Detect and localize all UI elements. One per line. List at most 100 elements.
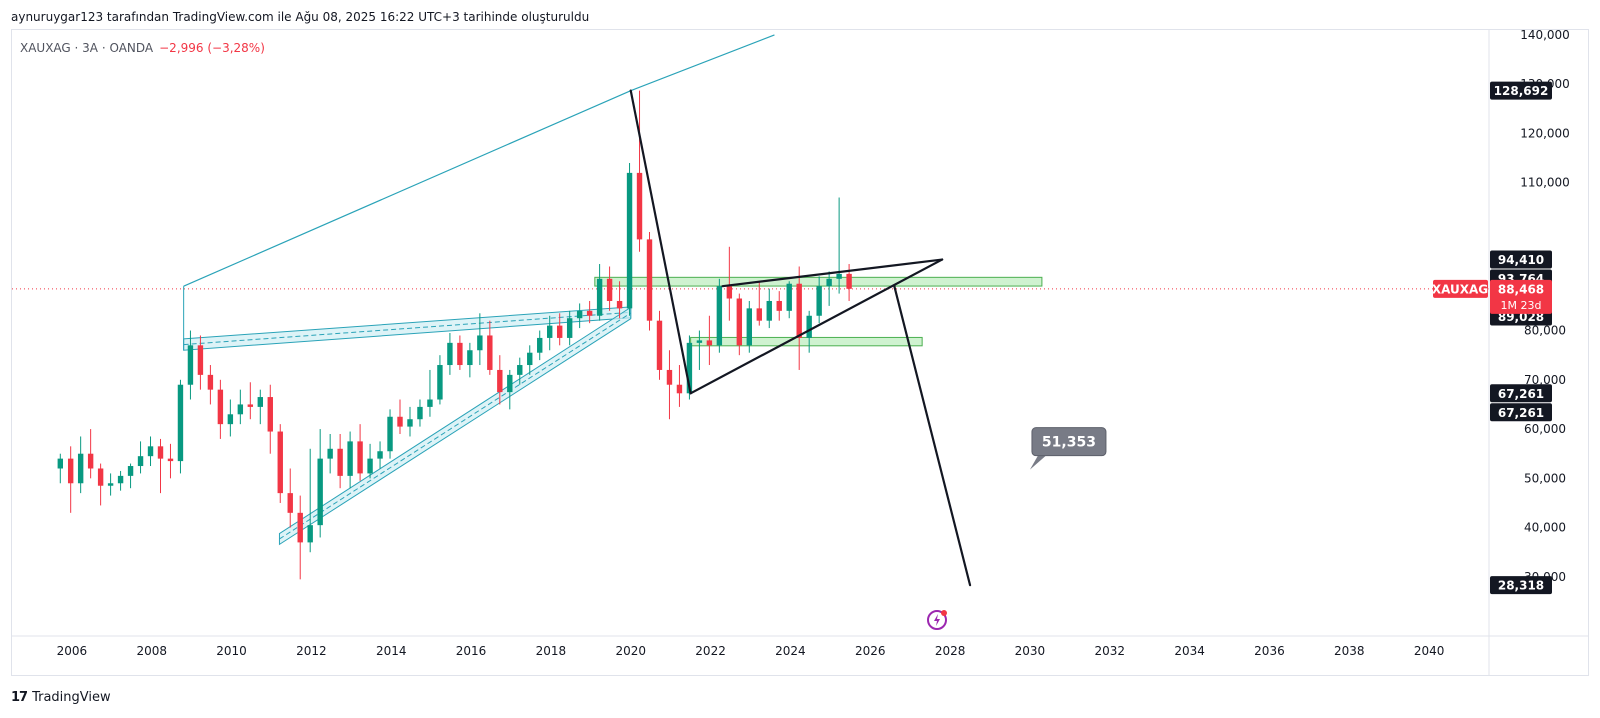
- candle[interactable]: [107, 473, 114, 496]
- candle[interactable]: [147, 436, 154, 467]
- candle[interactable]: [606, 266, 613, 311]
- candle[interactable]: [816, 276, 822, 324]
- candle[interactable]: [497, 355, 503, 405]
- resistance-zone[interactable]: [594, 276, 1043, 287]
- candle-body: [487, 335, 493, 370]
- candle[interactable]: [167, 443, 174, 479]
- candle[interactable]: [537, 330, 543, 361]
- candle[interactable]: [507, 369, 513, 410]
- candle-body: [227, 414, 234, 425]
- candle[interactable]: [746, 300, 753, 353]
- candle[interactable]: [247, 382, 254, 420]
- candle[interactable]: [257, 389, 263, 425]
- candle[interactable]: [596, 264, 603, 321]
- candle[interactable]: [766, 288, 772, 329]
- candle[interactable]: [287, 468, 293, 528]
- candle[interactable]: [616, 281, 623, 319]
- candle[interactable]: [576, 303, 583, 329]
- candle[interactable]: [566, 310, 573, 346]
- x-tick-label: 2012: [296, 644, 327, 658]
- candle[interactable]: [367, 443, 373, 479]
- candle[interactable]: [457, 335, 463, 370]
- y-tick-label: 110,000: [1520, 176, 1570, 190]
- candle[interactable]: [756, 281, 762, 326]
- candle[interactable]: [317, 429, 323, 538]
- lightning-event-icon[interactable]: [927, 610, 947, 630]
- candle[interactable]: [726, 246, 733, 321]
- candle[interactable]: [477, 313, 483, 366]
- candle[interactable]: [387, 409, 393, 459]
- candle[interactable]: [517, 357, 523, 385]
- wedge-lower[interactable]: [689, 258, 944, 395]
- candle[interactable]: [736, 293, 743, 356]
- candle[interactable]: [556, 313, 563, 346]
- candle[interactable]: [636, 90, 643, 252]
- candle[interactable]: [427, 369, 433, 417]
- candle[interactable]: [87, 429, 94, 479]
- candle[interactable]: [57, 453, 64, 484]
- candle[interactable]: [157, 438, 164, 494]
- candle[interactable]: [417, 399, 423, 427]
- candle[interactable]: [716, 278, 723, 353]
- candle[interactable]: [407, 406, 413, 437]
- candle[interactable]: [67, 446, 74, 513]
- long-trendline[interactable]: [183, 34, 775, 287]
- candle[interactable]: [397, 399, 403, 434]
- candle[interactable]: [696, 330, 703, 370]
- candle[interactable]: [786, 281, 792, 319]
- candle[interactable]: [467, 342, 473, 378]
- candle[interactable]: [656, 310, 663, 380]
- symbol-legend: XAUXAG · 3A · OANDA −2,996 (−3,28%): [20, 41, 265, 55]
- candle[interactable]: [97, 463, 104, 506]
- candle[interactable]: [137, 441, 144, 474]
- support-zone[interactable]: [690, 336, 923, 347]
- candle[interactable]: [626, 163, 633, 316]
- candle[interactable]: [237, 389, 244, 425]
- candle[interactable]: [327, 434, 333, 474]
- candle[interactable]: [187, 330, 194, 400]
- callout-box[interactable]: [1031, 427, 1107, 457]
- candle-body: [576, 310, 583, 319]
- candle[interactable]: [357, 424, 363, 481]
- wedge-upper[interactable]: [721, 258, 944, 288]
- candle[interactable]: [127, 463, 134, 489]
- candle[interactable]: [586, 300, 593, 324]
- candle[interactable]: [337, 434, 343, 489]
- projection-leg[interactable]: [893, 284, 972, 587]
- candle[interactable]: [547, 315, 553, 351]
- candle[interactable]: [267, 384, 273, 454]
- candle[interactable]: [826, 271, 832, 306]
- candle[interactable]: [77, 436, 84, 494]
- candle[interactable]: [377, 441, 383, 469]
- tradingview-mark-icon: 17: [11, 690, 28, 705]
- candle[interactable]: [297, 495, 303, 580]
- candle[interactable]: [806, 310, 812, 353]
- candle[interactable]: [227, 399, 234, 437]
- candle-body: [736, 298, 743, 346]
- candle[interactable]: [207, 365, 214, 405]
- candle[interactable]: [177, 379, 184, 474]
- candle[interactable]: [197, 335, 204, 390]
- candle-body: [796, 283, 802, 338]
- candle[interactable]: [666, 350, 673, 420]
- candle[interactable]: [796, 266, 802, 370]
- candle-body: [167, 458, 174, 462]
- candle[interactable]: [776, 291, 782, 321]
- pattern-leg-down[interactable]: [629, 89, 692, 395]
- tradingview-logo[interactable]: 17 TradingView: [11, 690, 111, 705]
- candle[interactable]: [217, 379, 224, 439]
- candle[interactable]: [277, 424, 283, 503]
- candle[interactable]: [676, 365, 683, 407]
- candle[interactable]: [307, 448, 313, 553]
- candle-body: [387, 416, 393, 452]
- candle[interactable]: [347, 431, 353, 489]
- candle[interactable]: [527, 345, 533, 375]
- candle[interactable]: [447, 333, 453, 375]
- candle[interactable]: [646, 232, 653, 331]
- candle[interactable]: [437, 355, 443, 405]
- candle[interactable]: [487, 320, 493, 375]
- candle[interactable]: [836, 197, 842, 294]
- candle[interactable]: [706, 315, 713, 366]
- candle[interactable]: [117, 470, 124, 491]
